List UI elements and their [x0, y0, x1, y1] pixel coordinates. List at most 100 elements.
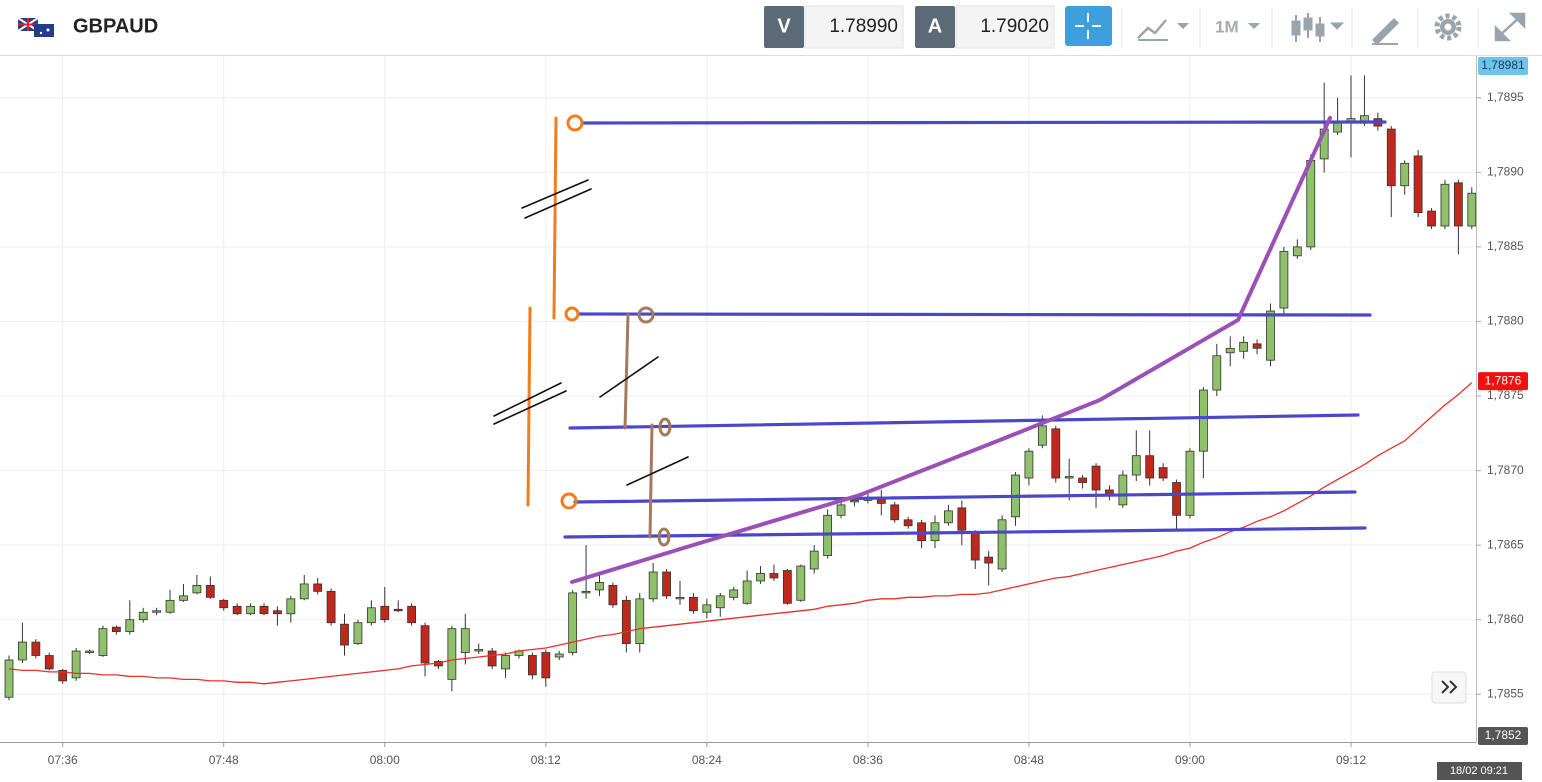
candle-body [621, 599, 631, 644]
drawing-tools-button[interactable] [1372, 18, 1399, 45]
y-tick-label: 1,7885 [1487, 239, 1524, 253]
ask-price: 1.79020 [980, 16, 1049, 37]
candle-body [581, 590, 591, 594]
candle-body [1467, 192, 1476, 227]
fullscreen-button[interactable] [1494, 12, 1526, 42]
candle-body [152, 610, 162, 613]
candle-body [1440, 183, 1450, 227]
x-tick-label: 09:00 [1175, 753, 1205, 767]
time-marker [1437, 762, 1522, 780]
x-tick-label: 08:36 [853, 753, 883, 767]
candle-body [111, 626, 121, 633]
candle-body [58, 670, 68, 682]
candle-body [71, 650, 81, 679]
y-tick-label: 1,7895 [1487, 90, 1524, 104]
ask-box [955, 5, 1055, 49]
candle-body [326, 590, 336, 624]
drawings [493, 114, 1387, 584]
candle-body [527, 655, 537, 676]
settings-button[interactable] [1434, 13, 1462, 41]
candle-body [447, 628, 457, 680]
candle-body [1453, 182, 1463, 227]
candle-body [1145, 455, 1155, 479]
candle-body [232, 605, 242, 615]
candle-body [608, 585, 618, 606]
candle-body [1400, 162, 1410, 187]
timeframe-button[interactable]: 1M [1215, 17, 1239, 36]
candle-body [1212, 355, 1222, 391]
candle-body [1051, 428, 1061, 479]
candle-body [205, 585, 215, 598]
candle-body [407, 605, 417, 624]
candle-body [1266, 310, 1275, 361]
price-marker [1478, 372, 1528, 391]
symbol: GBPAUD [73, 15, 158, 37]
candle-body [380, 605, 390, 621]
candle-body [1037, 425, 1047, 446]
candle-body [125, 619, 135, 633]
candle-body [689, 596, 698, 612]
candle-body [742, 580, 752, 604]
candle-body [1131, 455, 1141, 476]
candle-body [259, 605, 269, 615]
candle-style-button[interactable] [1291, 13, 1345, 42]
candle-body [1252, 343, 1262, 349]
candle-body [890, 504, 900, 521]
brown-measure [623, 306, 672, 547]
y-tick-label: 1,7865 [1487, 537, 1524, 551]
ask-button[interactable] [915, 6, 955, 48]
candle-body [460, 628, 470, 653]
candle-body [18, 641, 27, 661]
candle-body [85, 650, 94, 653]
moving-average [8, 382, 1473, 685]
candle-body [1413, 155, 1423, 213]
candle-body [729, 589, 739, 598]
candle-body [984, 556, 994, 564]
candle-body [1185, 450, 1195, 516]
candle-body [138, 611, 148, 621]
candle-body [44, 655, 54, 670]
candle-body [1172, 482, 1181, 516]
scroll-button[interactable] [1431, 671, 1467, 704]
candle-body [836, 504, 846, 516]
candle-body [675, 596, 685, 600]
candle-body [1024, 450, 1034, 479]
candle-body [286, 598, 296, 615]
candle-body [1292, 246, 1302, 257]
candle-body [474, 649, 484, 652]
y-tick-label: 1,7880 [1487, 314, 1524, 328]
price-marker [1478, 727, 1528, 745]
candle-body [313, 583, 323, 592]
bid-button[interactable] [764, 6, 804, 48]
candle-body [595, 582, 604, 591]
x-tick-label: 08:24 [692, 753, 722, 767]
bid-box [804, 5, 904, 49]
chart-type-button[interactable] [1137, 19, 1189, 41]
candle-body [1198, 389, 1208, 452]
candle-body [98, 628, 108, 656]
candle-body [541, 652, 551, 679]
y-tick-label: 1,7870 [1487, 463, 1524, 477]
time-marker-label: 18/02 09:21 [1450, 765, 1508, 777]
trend-line [570, 116, 1332, 584]
candle-body [756, 573, 765, 582]
candle-body [393, 608, 403, 612]
candle-body [1427, 210, 1436, 227]
x-tick-label: 07:48 [209, 753, 239, 767]
candle-body [635, 598, 645, 644]
candle-body [165, 599, 175, 613]
candle-body [487, 650, 497, 667]
ask-label: A [928, 15, 942, 37]
crosshair-button[interactable] [1065, 6, 1112, 46]
y-tick-label: 1,7875 [1487, 388, 1524, 402]
candle-body [179, 595, 188, 601]
candle-body [702, 604, 712, 613]
x-tick-label: 07:36 [48, 753, 78, 767]
price-marker-label: 1,78981 [1481, 58, 1525, 72]
candle-body [944, 510, 953, 524]
candle-body [340, 623, 349, 646]
y-tick-label: 1,7855 [1487, 686, 1524, 700]
candle-body [501, 655, 510, 670]
candle-body [1386, 128, 1396, 187]
